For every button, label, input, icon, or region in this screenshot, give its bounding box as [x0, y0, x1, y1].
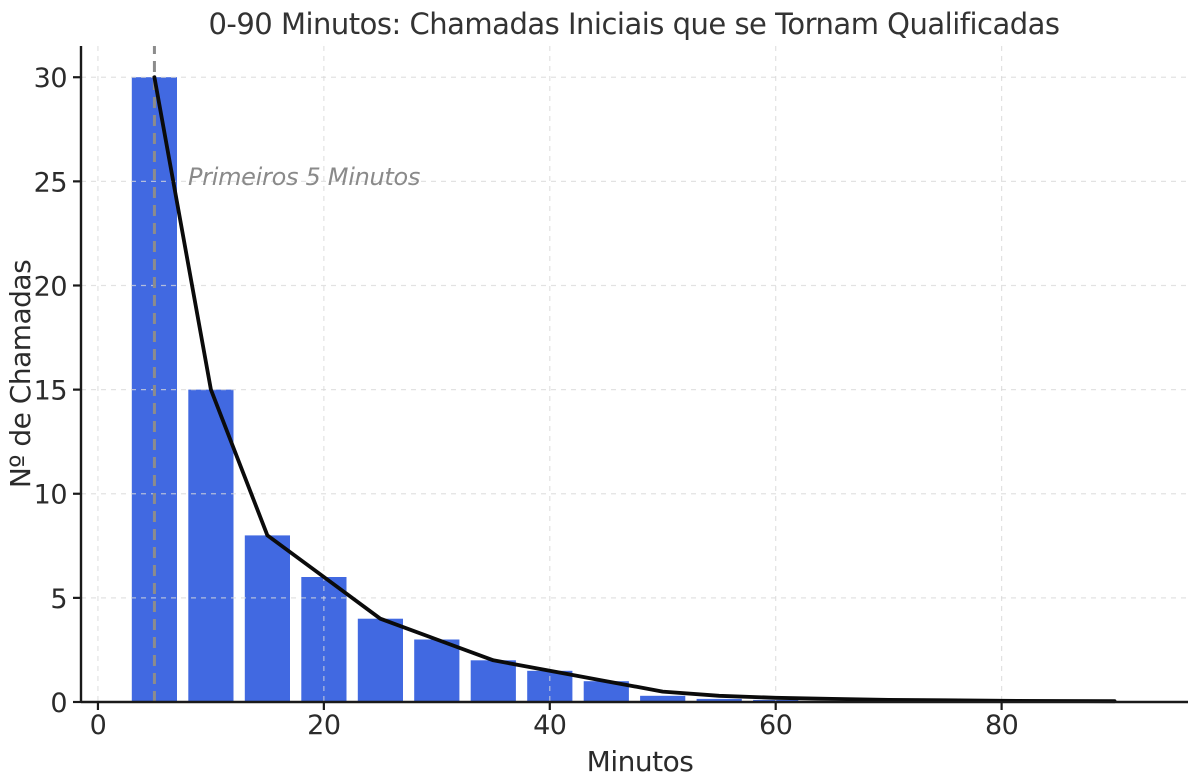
y-tick-label: 10 [34, 480, 67, 511]
y-tick-label: 5 [50, 584, 67, 615]
y-tick-label: 20 [34, 271, 67, 302]
x-tick-label: 60 [759, 710, 792, 741]
y-tick-label: 0 [50, 688, 67, 719]
chart-title: 0-90 Minutos: Chamadas Iniciais que se T… [208, 7, 1059, 41]
y-tick-label: 30 [34, 63, 67, 94]
x-tick-label: 40 [533, 710, 566, 741]
y-tick-label: 25 [34, 167, 67, 198]
y-tick-label: 15 [34, 376, 67, 407]
bar [583, 681, 629, 702]
x-tick-label: 80 [985, 710, 1018, 741]
bar [244, 535, 290, 702]
x-axis-label: Minutos [587, 745, 694, 778]
x-tick-label: 0 [90, 710, 107, 741]
annotation-first-5-minutes: Primeiros 5 Minutos [188, 163, 420, 191]
bar [470, 660, 516, 702]
bar [188, 389, 234, 702]
trend-line [152, 75, 1117, 704]
y-ticks-group: 0 5 10 15 20 25 30 [34, 63, 81, 719]
x-tick-label: 20 [307, 710, 340, 741]
y-axis-label: Nº de Chamadas [4, 260, 37, 488]
bar [357, 618, 403, 702]
bar [414, 639, 460, 702]
bar [696, 698, 742, 702]
x-ticks-group: 0 20 40 60 80 [90, 702, 1019, 741]
bar [640, 695, 686, 702]
axes-spines-group [79, 46, 1188, 704]
